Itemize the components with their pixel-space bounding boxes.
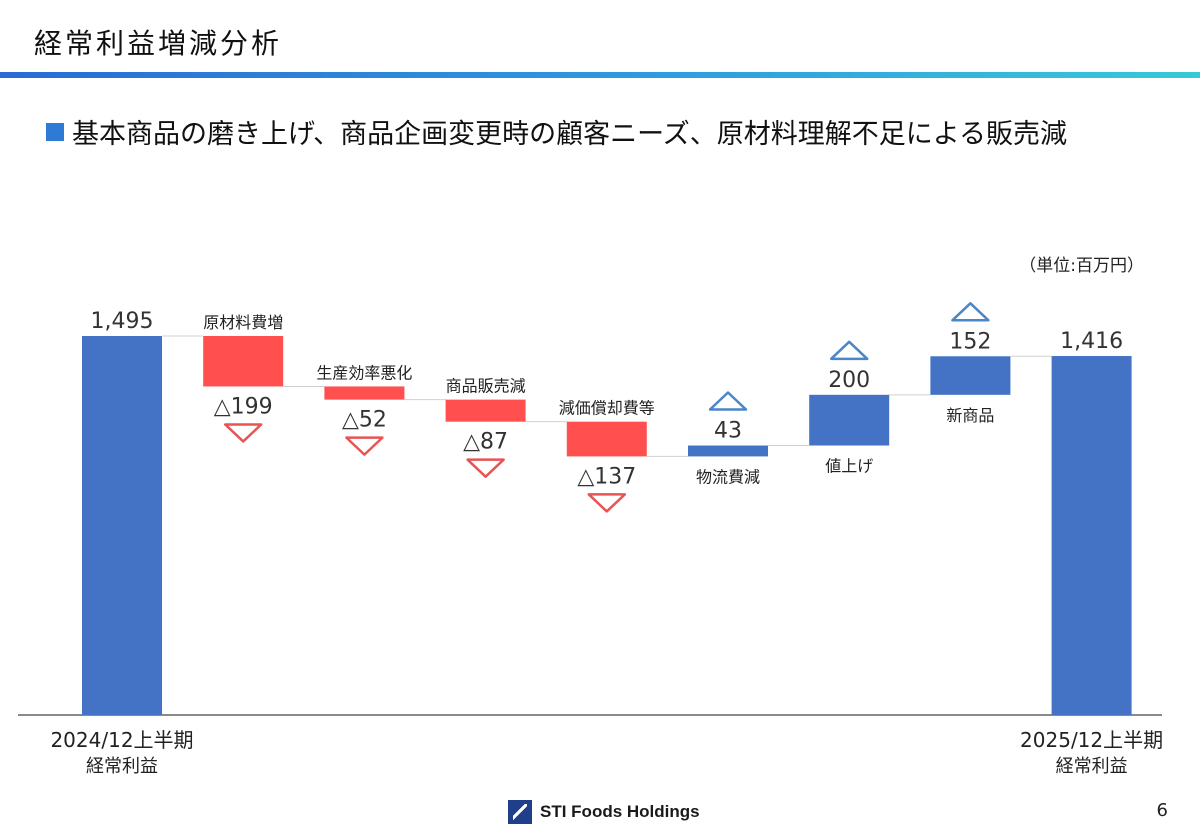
category-label: 値上げ: [825, 457, 873, 476]
data-label: 1,495: [91, 309, 154, 334]
bar-increase: [930, 356, 1011, 395]
bar-decrease: [203, 336, 284, 387]
category-label: 生産効率悪化: [316, 363, 412, 382]
down-triangle-icon: [345, 436, 384, 456]
page-number: 6: [1156, 800, 1168, 821]
logo-text: STI Foods Holdings: [540, 802, 700, 821]
data-label: △52: [342, 408, 387, 433]
data-label: 152: [949, 329, 991, 354]
category-label: 物流費減: [696, 467, 760, 486]
slide-title: 経常利益増減分析: [34, 27, 283, 60]
data-label: △87: [463, 430, 508, 455]
category-label: 2025/12上半期: [1020, 728, 1163, 752]
title-divider: [0, 72, 1200, 78]
category-label: 経常利益: [1056, 756, 1128, 777]
bar-total: [1051, 356, 1132, 715]
data-label: △137: [577, 464, 636, 489]
bar-decrease: [566, 421, 647, 457]
square-bullet-icon: [46, 122, 64, 141]
category-label: 2024/12上半期: [50, 728, 193, 752]
bar-decrease: [445, 399, 526, 422]
data-label: 1,416: [1060, 329, 1123, 354]
category-label: 経常利益: [86, 756, 158, 777]
bar-decrease: [324, 386, 405, 400]
down-triangle-icon: [466, 458, 505, 478]
up-triangle-icon: [829, 340, 869, 361]
up-triangle-icon: [708, 391, 748, 411]
company-logo: STI Foods Holdings: [508, 800, 700, 824]
unit-note: （単位:百万円）: [1019, 256, 1144, 276]
bar-increase: [809, 394, 890, 446]
category-label: 原材料費増: [203, 313, 283, 332]
headline: 基本商品の磨き上げ、商品企画変更時の顧客ニーズ、原材料理解不足による販売減: [46, 112, 1067, 151]
data-label: 43: [714, 419, 742, 444]
logo-mark-icon: [508, 800, 532, 824]
headline-text: 基本商品の磨き上げ、商品企画変更時の顧客ニーズ、原材料理解不足による販売減: [72, 119, 1067, 150]
category-label: 新商品: [946, 406, 994, 425]
data-label: △199: [214, 394, 273, 419]
down-triangle-icon: [223, 423, 263, 443]
down-triangle-icon: [587, 493, 627, 513]
category-label: 商品販売減: [446, 377, 526, 396]
data-label: 200: [828, 368, 870, 393]
bar-increase: [688, 445, 768, 457]
category-label: 減価償却費等: [559, 399, 655, 418]
bar-total: [82, 336, 162, 715]
up-triangle-icon: [951, 302, 990, 322]
